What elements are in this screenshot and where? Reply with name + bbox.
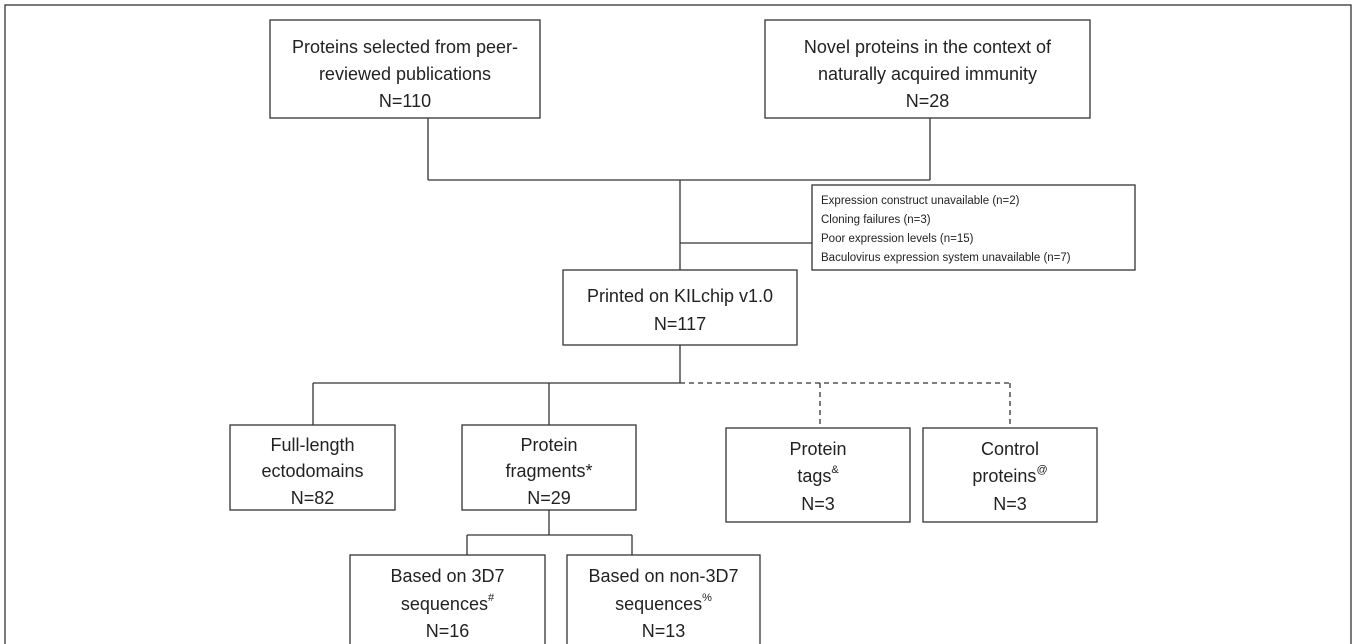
node-label: N=28: [906, 91, 950, 111]
node-label: N=3: [993, 494, 1027, 514]
node-box: [725, 427, 911, 523]
node-label: Full-length: [270, 435, 354, 455]
node-label: N=16: [426, 621, 470, 641]
node-text: Control: [981, 439, 1039, 459]
node-label: Novel proteins in the context of: [804, 37, 1052, 57]
node-box: [764, 19, 1091, 119]
node-label: Printed on KILchip v1.0: [587, 286, 773, 306]
node-label: Based on non-3D7: [588, 566, 738, 586]
node: Proteins selected from peer-reviewed pub…: [269, 19, 541, 119]
node-box: [349, 554, 546, 644]
connectors: [312, 118, 1011, 555]
node-text: N=3: [993, 494, 1027, 514]
node-label: naturally acquired immunity: [818, 64, 1037, 84]
superscript: &: [831, 464, 839, 476]
node-label: Protein: [789, 439, 846, 459]
superscript: #: [488, 592, 495, 604]
node-text: tags: [797, 466, 831, 486]
superscript: @: [1036, 464, 1047, 476]
node-label: N=82: [291, 488, 335, 508]
node-box: [229, 424, 396, 511]
node-label: Control: [981, 439, 1039, 459]
note-box: [811, 184, 1136, 271]
node-text: ectodomains: [261, 461, 363, 481]
node-text: Based on non-3D7: [588, 566, 738, 586]
node-label: N=110: [379, 91, 431, 111]
node-box: [269, 19, 541, 119]
node-label: N=13: [642, 621, 686, 641]
node-label: proteins@: [972, 464, 1047, 486]
node: Based on non-3D7 sequences% N=13: [566, 554, 761, 644]
node-text: Protein: [520, 435, 577, 455]
node-text: Protein: [789, 439, 846, 459]
node-label: N=117: [654, 314, 706, 334]
node-label: N=29: [527, 488, 571, 508]
node-text: N=110: [379, 91, 431, 111]
node-box: [566, 554, 761, 644]
node-box: [922, 427, 1098, 523]
node-text: N=28: [906, 91, 950, 111]
node-label: Based on 3D7: [390, 566, 504, 586]
node: Novel proteins in the context of naturall…: [764, 19, 1091, 119]
node-label: Protein: [520, 435, 577, 455]
node-label: tags&: [797, 464, 839, 486]
note-line: Cloning failures (n=3): [821, 214, 931, 226]
node: Full-length ectodomains N=82: [229, 424, 396, 511]
node-label: sequences#: [401, 592, 495, 614]
node-text: N=29: [527, 488, 571, 508]
node-text: N=16: [426, 621, 470, 641]
node-text: Novel proteins in the context of: [804, 37, 1052, 57]
node-label: Proteins selected from peer-: [292, 37, 518, 57]
node-text: Printed on KILchip v1.0: [587, 286, 773, 306]
note-line: Expression construct unavailable (n=2): [821, 195, 1020, 207]
node-text: N=117: [654, 314, 706, 334]
node-text: Full-length: [270, 435, 354, 455]
node-text: sequences: [401, 594, 488, 614]
node-text: N=3: [801, 494, 835, 514]
node-text: fragments*: [505, 461, 592, 481]
exclusion-note: Expression construct unavailable (n=2) Cl…: [811, 184, 1136, 271]
node: Printed on KILchip v1.0 N=117: [562, 269, 798, 346]
node-text: Proteins selected from peer-: [292, 37, 518, 57]
superscript: %: [702, 592, 712, 604]
node-text: N=13: [642, 621, 686, 641]
node-box: [461, 424, 637, 511]
node-text: reviewed publications: [319, 64, 491, 84]
node-text: naturally acquired immunity: [818, 64, 1037, 84]
node-text: Based on 3D7: [390, 566, 504, 586]
node-text: N=82: [291, 488, 335, 508]
node-box: [562, 269, 798, 346]
node-text: sequences: [615, 594, 702, 614]
node-label: reviewed publications: [319, 64, 491, 84]
node: Based on 3D7 sequences# N=16: [349, 554, 546, 644]
node: Protein fragments* N=29: [461, 424, 637, 511]
node-text: proteins: [972, 466, 1036, 486]
note-line: Poor expression levels (n=15): [821, 233, 974, 245]
note-line: Baculovirus expression system unavailabl…: [821, 252, 1071, 264]
node-label: N=3: [801, 494, 835, 514]
node-label: fragments*: [505, 461, 592, 481]
node: Control proteins@ N=3: [922, 427, 1098, 523]
node-label: ectodomains: [261, 461, 363, 481]
node-label: sequences%: [615, 592, 712, 614]
